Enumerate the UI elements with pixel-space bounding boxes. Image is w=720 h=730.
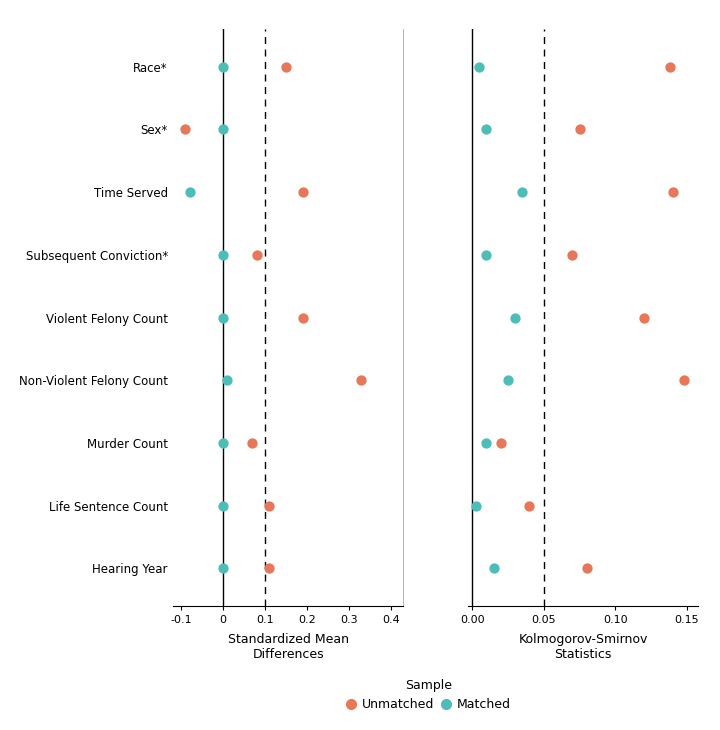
Point (356, 374, 367, 386)
Point (264, 500, 275, 512)
Point (217, 312, 229, 323)
Point (488, 562, 500, 574)
Point (638, 312, 649, 323)
Point (574, 123, 585, 135)
Point (523, 500, 535, 512)
Point (247, 437, 258, 449)
Point (516, 186, 528, 198)
Point (503, 374, 514, 386)
Point (184, 186, 195, 198)
Point (217, 61, 229, 73)
Point (217, 500, 229, 512)
Point (179, 123, 191, 135)
X-axis label: Kolmogorov-Smirnov
Statistics: Kolmogorov-Smirnov Statistics (518, 633, 648, 661)
Point (217, 437, 229, 449)
Point (495, 437, 507, 449)
Point (251, 249, 262, 261)
Point (509, 312, 521, 323)
Legend: Unmatched, Matched: Unmatched, Matched (341, 675, 516, 716)
Point (217, 249, 229, 261)
Point (217, 562, 229, 574)
Point (474, 61, 485, 73)
X-axis label: Standardized Mean
Differences: Standardized Mean Differences (228, 633, 348, 661)
Point (481, 437, 492, 449)
Point (581, 562, 593, 574)
Point (471, 500, 482, 512)
Point (280, 61, 292, 73)
Point (678, 374, 690, 386)
Point (481, 123, 492, 135)
Point (222, 374, 233, 386)
Point (264, 562, 275, 574)
Point (667, 186, 678, 198)
Point (481, 249, 492, 261)
Point (297, 312, 308, 323)
Point (217, 123, 229, 135)
Point (297, 186, 308, 198)
Point (664, 61, 675, 73)
Point (567, 249, 578, 261)
